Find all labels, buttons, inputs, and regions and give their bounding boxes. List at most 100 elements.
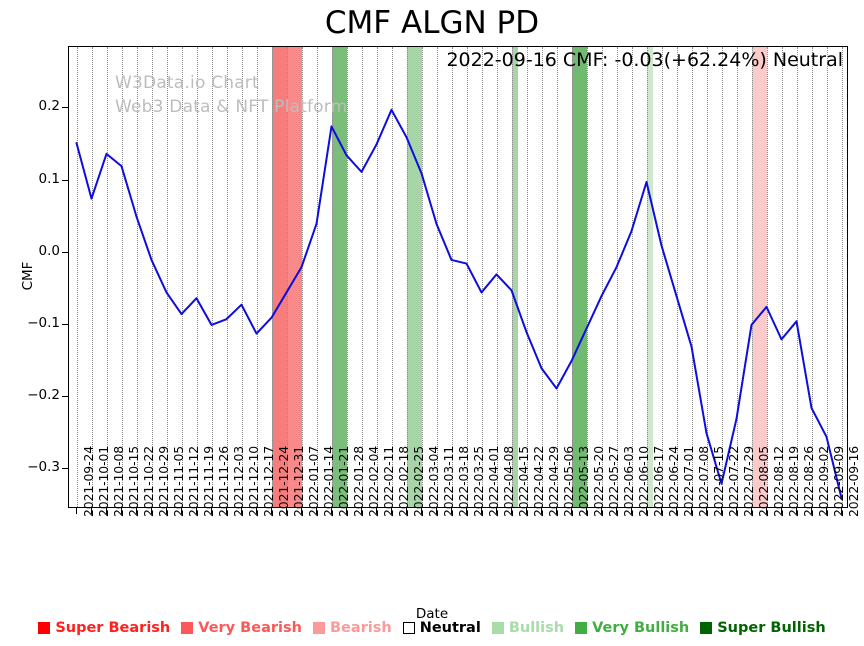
x-tick-mark	[795, 508, 797, 514]
x-tick-mark	[240, 508, 242, 514]
gridline	[781, 47, 783, 507]
y-tick-label: 0.2	[38, 98, 60, 115]
legend-item-super-bullish[interactable]: Super Bullish	[700, 620, 826, 636]
x-tick-mark	[225, 508, 227, 514]
x-axis: 2021-09-24 2021-10-01 2021-10-08 2021-10-15…	[0, 446, 864, 608]
legend-item-very-bearish[interactable]: Very Bearish	[181, 620, 302, 636]
x-tick-mark	[660, 508, 662, 514]
x-tick-label: 2022-01-28	[350, 445, 366, 517]
legend-item-bearish[interactable]: Bearish	[312, 620, 392, 636]
gridline	[841, 47, 843, 507]
x-tick-label: 2021-11-26	[215, 445, 231, 517]
gridline	[661, 47, 663, 507]
gridline	[436, 47, 438, 507]
gridline	[376, 47, 378, 507]
gridline	[556, 47, 558, 507]
gridline	[166, 47, 168, 507]
gridline	[391, 47, 393, 507]
gridline	[466, 47, 468, 507]
gridline	[721, 47, 723, 507]
x-tick-mark	[510, 508, 512, 514]
x-tick-mark	[465, 508, 467, 514]
gridline	[496, 47, 498, 507]
x-tick-mark	[90, 508, 92, 514]
x-tick-label: 2022-04-01	[485, 445, 501, 517]
x-tick-label: 2022-07-01	[680, 445, 696, 517]
x-tick-label: 2022-02-11	[380, 445, 396, 517]
legend-item-very-bullish[interactable]: Very Bullish	[575, 620, 689, 636]
gridline	[736, 47, 738, 507]
series-layer	[69, 47, 847, 507]
x-tick-label: 2022-03-18	[455, 445, 471, 517]
x-tick-label: 2022-07-08	[695, 445, 711, 517]
x-tick-label: 2022-02-04	[365, 445, 381, 517]
legend-swatch	[312, 622, 325, 634]
y-tick-mark	[62, 251, 68, 253]
x-tick-label: 2022-08-12	[770, 445, 786, 517]
gridline	[256, 47, 258, 507]
legend-label: Bearish	[329, 620, 392, 636]
gridline	[346, 47, 348, 507]
gridline	[571, 47, 573, 507]
y-tick-mark	[62, 468, 68, 470]
legend-item-bullish[interactable]: Bullish	[491, 620, 565, 636]
x-tick-label: 2021-12-17	[260, 445, 276, 517]
band-bearish	[751, 47, 767, 507]
x-tick-label: 2022-07-29	[740, 445, 756, 517]
x-tick-mark	[540, 508, 542, 514]
x-tick-label: 2022-01-21	[335, 445, 351, 517]
legend-swatch	[402, 622, 415, 634]
y-tick-label: −0.1	[27, 314, 60, 331]
legend-swatch	[700, 622, 713, 634]
gridline	[691, 47, 693, 507]
gridline	[361, 47, 363, 507]
gridline	[826, 47, 828, 507]
x-tick-label: 2021-12-10	[245, 445, 261, 517]
y-axis-label: CMF	[20, 261, 36, 291]
x-tick-mark	[615, 508, 617, 514]
vertical-gridlines	[69, 47, 847, 507]
x-tick-label: 2022-01-14	[320, 445, 336, 517]
gridline	[676, 47, 678, 507]
x-tick-mark	[405, 508, 407, 514]
gridline	[106, 47, 108, 507]
x-tick-mark	[120, 508, 122, 514]
gridline	[421, 47, 423, 507]
x-tick-label: 2022-09-02	[815, 445, 831, 517]
y-tick-label: 0.0	[38, 242, 60, 259]
x-tick-mark	[75, 508, 77, 514]
x-tick-label: 2022-03-25	[470, 445, 486, 517]
x-tick-label: 2021-09-24	[80, 445, 96, 517]
band-very-bullish	[331, 47, 347, 507]
gridline	[601, 47, 603, 507]
gridline	[406, 47, 408, 507]
legend-label: Super Bullish	[717, 620, 826, 636]
x-tick-mark	[600, 508, 602, 514]
x-tick-mark	[180, 508, 182, 514]
x-tick-label: 2022-04-08	[500, 445, 516, 517]
x-tick-mark	[375, 508, 377, 514]
x-tick-label: 2022-01-07	[305, 445, 321, 517]
x-tick-label: 2021-11-05	[170, 445, 186, 517]
x-tick-label: 2021-10-15	[125, 445, 141, 517]
gridline	[316, 47, 318, 507]
gridline	[481, 47, 483, 507]
legend-item-neutral[interactable]: Neutral	[402, 620, 481, 636]
x-tick-label: 2022-06-10	[635, 445, 651, 517]
legend-label: Bullish	[508, 620, 565, 636]
gridline	[511, 47, 513, 507]
x-tick-label: 2021-12-24	[275, 445, 291, 517]
x-tick-mark	[765, 508, 767, 514]
gridline	[136, 47, 138, 507]
x-tick-mark	[150, 508, 152, 514]
legend-swatch	[38, 622, 51, 634]
x-tick-mark	[255, 508, 257, 514]
x-tick-label: 2022-04-22	[530, 445, 546, 517]
x-tick-label: 2022-06-24	[665, 445, 681, 517]
legend-item-super-bearish[interactable]: Super Bearish	[38, 620, 170, 636]
x-tick-mark	[300, 508, 302, 514]
x-tick-mark	[495, 508, 497, 514]
condition-bands	[69, 47, 847, 507]
gridline	[286, 47, 288, 507]
